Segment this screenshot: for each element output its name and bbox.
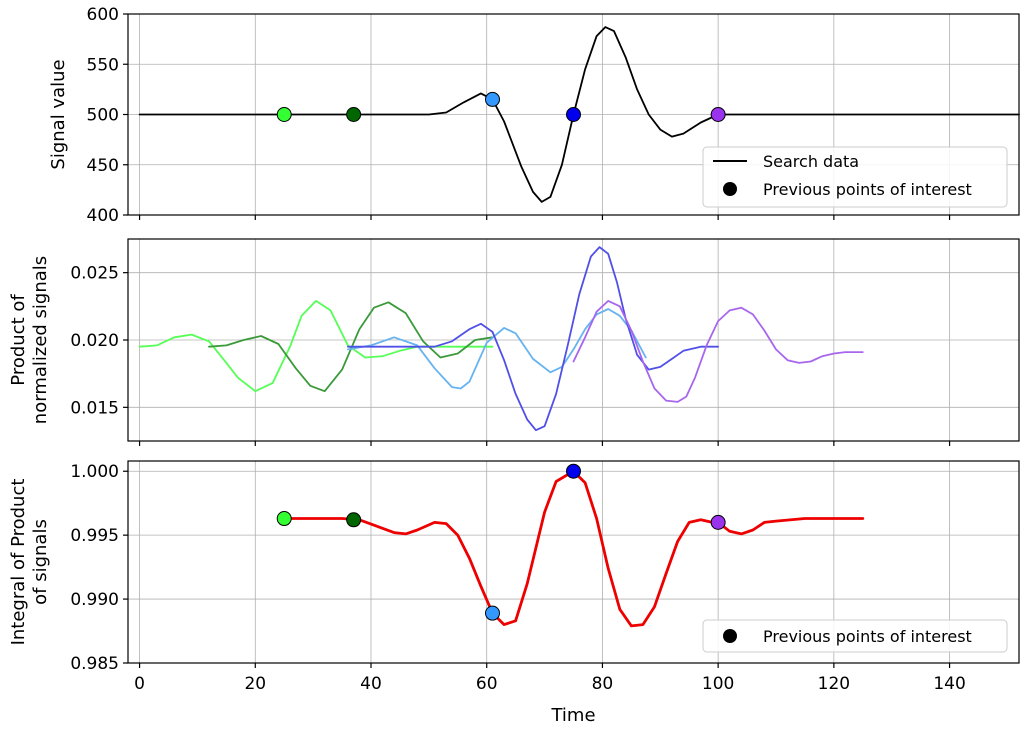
x-axis-title: Time bbox=[550, 705, 595, 726]
y-tick-label: 0.025 bbox=[70, 264, 119, 284]
y-tick-label: 1.000 bbox=[70, 462, 119, 482]
y-tick-label: 0.015 bbox=[70, 398, 119, 418]
x-tick-label: 0 bbox=[134, 674, 145, 694]
x-tick-label: 40 bbox=[360, 674, 382, 694]
legend-marker-swatch bbox=[723, 629, 737, 643]
point-of-interest-marker bbox=[566, 107, 581, 122]
y-tick-label: 0.020 bbox=[70, 331, 119, 351]
series-line bbox=[347, 308, 647, 390]
point-of-interest-marker bbox=[276, 511, 292, 527]
series-line bbox=[282, 469, 865, 628]
legend-signal-panel: Search data Previous points of interest bbox=[702, 146, 1008, 208]
point-of-interest-marker bbox=[566, 463, 581, 479]
legend-marker-swatch bbox=[723, 182, 737, 196]
y-axis-title: of signals bbox=[30, 519, 51, 605]
y-tick-label: 500 bbox=[87, 106, 119, 126]
y-tick-label: 400 bbox=[87, 206, 119, 226]
x-tick-label: 120 bbox=[818, 674, 850, 694]
y-tick-label: 600 bbox=[87, 5, 119, 25]
x-tick-label: 100 bbox=[702, 674, 734, 694]
y-tick-label: 450 bbox=[87, 156, 119, 176]
y-axis-title: Signal value bbox=[48, 59, 69, 169]
series-line bbox=[572, 300, 864, 403]
legend-points-label: Previous points of interest bbox=[763, 180, 972, 199]
point-of-interest-marker bbox=[346, 512, 362, 528]
legend-points-label: Previous points of interest bbox=[763, 627, 972, 646]
x-tick-label: 80 bbox=[592, 674, 614, 694]
x-tick-label: 20 bbox=[244, 674, 266, 694]
signal-panel: 400 450 500 550 600 Signal value bbox=[48, 5, 1020, 226]
y-tick-label: 0.985 bbox=[70, 654, 119, 674]
y-tick-label: 0.995 bbox=[70, 526, 119, 546]
product-panel: 0.015 0.020 0.025 Product of normalized sign… bbox=[8, 238, 1020, 446]
x-tick-label: 140 bbox=[933, 674, 965, 694]
series-line bbox=[138, 300, 494, 393]
legend-search-data-label: Search data bbox=[763, 152, 859, 171]
axes-frame bbox=[127, 460, 1020, 664]
point-of-interest-marker bbox=[346, 107, 362, 122]
y-axis-title: normalized signals bbox=[30, 256, 51, 424]
y-tick-label: 0.990 bbox=[70, 590, 119, 610]
point-of-interest-marker bbox=[485, 91, 500, 107]
point-of-interest-marker bbox=[710, 107, 726, 122]
x-tick-label: 60 bbox=[476, 674, 498, 694]
y-tick-label: 550 bbox=[87, 55, 119, 75]
integral-panel: 0.985 0.990 0.995 1.000 0 20 40 60 80 100 120 140 In… bbox=[8, 460, 1020, 726]
y-axis-title: Integral of Product bbox=[8, 479, 29, 646]
point-of-interest-marker bbox=[485, 605, 500, 621]
series-line bbox=[347, 246, 719, 432]
series-line-search-data bbox=[138, 26, 1020, 203]
point-of-interest-marker bbox=[710, 514, 726, 530]
legend-integral-panel: Previous points of interest bbox=[702, 619, 1008, 653]
point-of-interest-marker bbox=[276, 107, 292, 122]
y-axis-title: Product of bbox=[8, 294, 29, 386]
